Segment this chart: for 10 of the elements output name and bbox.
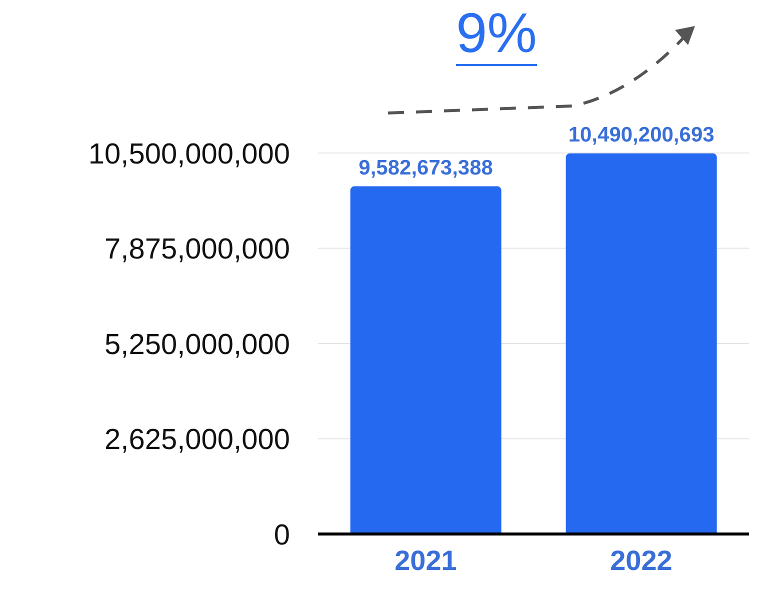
- data-label: 10,490,200,693: [568, 123, 714, 146]
- y-tick-label: 5,250,000,000: [104, 328, 290, 361]
- x-tick-label: 2021: [394, 544, 457, 576]
- y-tick-label: 2,625,000,000: [104, 424, 290, 456]
- text: 9%: [456, 1, 537, 66]
- y-tick-label: 7,875,000,000: [104, 234, 290, 266]
- y-tick-label: 0: [274, 519, 290, 552]
- x-tick-label: 2022: [610, 544, 672, 576]
- data-label: 9,582,673,388: [358, 156, 494, 180]
- y-tick-label: 10,500,000,000: [88, 138, 290, 170]
